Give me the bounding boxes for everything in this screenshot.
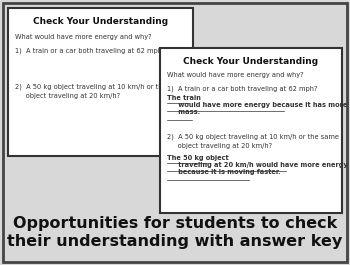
Text: object traveling at 20 km/h?: object traveling at 20 km/h? (15, 93, 120, 99)
Text: 1)  A train or a car both traveling at 62 mph?: 1) A train or a car both traveling at 62… (167, 85, 320, 91)
Text: What would have more energy and why?: What would have more energy and why? (167, 72, 304, 78)
Text: 1)  A train or a car both traveling at 62 mph?: 1) A train or a car both traveling at 62… (15, 48, 166, 55)
Text: 2)  A 50 kg object traveling at 10 km/h or the same: 2) A 50 kg object traveling at 10 km/h o… (167, 133, 339, 139)
Text: Opportunities for students to check: Opportunities for students to check (13, 216, 337, 231)
Text: object traveling at 20 km/h?: object traveling at 20 km/h? (167, 143, 274, 149)
Text: 2)  A 50 kg object traveling at 10 km/h or the same: 2) A 50 kg object traveling at 10 km/h o… (15, 83, 187, 90)
Text: The 50 kg object
     traveling at 20 km/h would have more energy
     because i: The 50 kg object traveling at 20 km/h wo… (167, 155, 348, 175)
Text: Check Your Understanding: Check Your Understanding (183, 56, 318, 65)
Text: their understanding with answer key: their understanding with answer key (7, 234, 343, 249)
Text: Check Your Understanding: Check Your Understanding (33, 17, 168, 26)
FancyBboxPatch shape (8, 8, 193, 156)
Text: The train
     would have more energy because it has more
     mass.: The train would have more energy because… (167, 95, 347, 115)
FancyBboxPatch shape (160, 48, 342, 213)
Text: What would have more energy and why?: What would have more energy and why? (15, 34, 152, 40)
FancyBboxPatch shape (3, 3, 347, 262)
